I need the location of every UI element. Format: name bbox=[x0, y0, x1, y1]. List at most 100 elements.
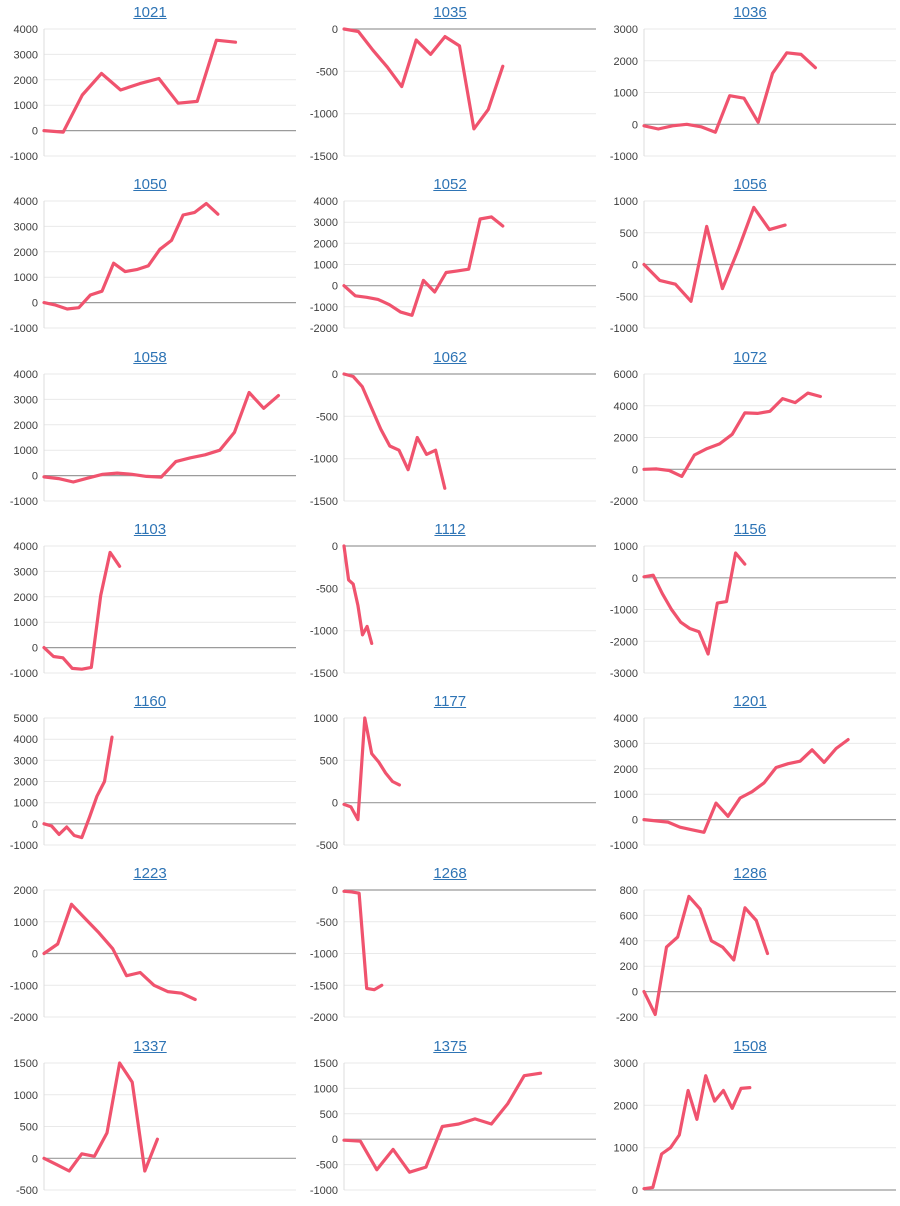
y-tick-label: 0 bbox=[32, 470, 38, 482]
y-tick-label: 3000 bbox=[14, 49, 38, 61]
chart-title-link[interactable]: 1036 bbox=[733, 4, 767, 21]
y-tick-label: 500 bbox=[320, 1109, 338, 1121]
line-chart: 6000 4000 2000 0 -2000 bbox=[610, 369, 896, 508]
chart-cell: 1058 4000 3000 2000 1000 0 -1000 bbox=[0, 345, 300, 517]
y-tick-label: -2000 bbox=[10, 1012, 38, 1024]
chart-title-link[interactable]: 1103 bbox=[133, 520, 167, 538]
chart-cell: 1177 1000 500 0 -500 bbox=[300, 689, 600, 861]
chart-title-link[interactable]: 1021 bbox=[133, 4, 167, 21]
y-tick-label: 0 bbox=[632, 1185, 638, 1197]
chart-title-link[interactable]: 1072 bbox=[733, 348, 767, 366]
y-tick-label: 1000 bbox=[14, 272, 38, 284]
y-tick-label: 0 bbox=[32, 819, 38, 831]
y-tick-label: 1500 bbox=[314, 1058, 338, 1070]
y-tick-label: 400 bbox=[620, 936, 638, 948]
y-tick-label: -500 bbox=[316, 917, 338, 929]
y-tick-label: -1000 bbox=[10, 151, 38, 163]
y-tick-label: 4000 bbox=[14, 541, 38, 553]
y-tick-label: 3000 bbox=[14, 755, 38, 767]
y-tick-label: 0 bbox=[32, 642, 38, 654]
y-tick-label: 4000 bbox=[614, 713, 638, 725]
data-line bbox=[42, 903, 197, 1002]
y-tick-label: 6000 bbox=[614, 369, 638, 381]
chart-title-link[interactable]: 1056 bbox=[733, 176, 767, 194]
line-chart: 1000 500 0 -500 -1000 bbox=[610, 196, 896, 335]
data-line bbox=[42, 550, 122, 671]
chart-title-link[interactable]: 1156 bbox=[733, 520, 767, 538]
y-tick-label: 0 bbox=[632, 260, 638, 272]
chart-title-link[interactable]: 1286 bbox=[733, 865, 767, 883]
chart-cell: 1223 2000 1000 0 -1000 -2000 bbox=[0, 861, 300, 1033]
chart-cell: 1286 800 600 400 200 0 -200 bbox=[600, 861, 900, 1033]
line-chart: 4000 3000 2000 1000 0 -1000 bbox=[10, 369, 296, 508]
y-tick-label: -200 bbox=[616, 1012, 638, 1024]
y-tick-label: 2000 bbox=[14, 592, 38, 604]
y-tick-label: 0 bbox=[32, 949, 38, 961]
y-tick-label: 0 bbox=[32, 298, 38, 310]
y-tick-label: 0 bbox=[632, 464, 638, 476]
y-tick-label: -1500 bbox=[310, 668, 338, 680]
data-line bbox=[342, 716, 402, 822]
y-tick-label: 0 bbox=[632, 573, 638, 585]
y-tick-label: 4000 bbox=[14, 369, 38, 381]
data-line bbox=[42, 38, 238, 134]
y-tick-label: -500 bbox=[316, 840, 338, 852]
chart-title-link[interactable]: 1201 bbox=[733, 693, 767, 711]
y-tick-label: 2000 bbox=[614, 1100, 638, 1112]
y-tick-label: -1000 bbox=[310, 626, 338, 638]
chart-cell: 1056 1000 500 0 -500 -1000 bbox=[600, 172, 900, 344]
chart-title-link[interactable]: 1035 bbox=[433, 4, 467, 21]
line-chart: 5000 4000 3000 2000 1000 0 -1000 bbox=[10, 713, 296, 852]
data-line bbox=[642, 51, 817, 134]
chart-cell: 1112 0 -500 -1000 -1500 bbox=[300, 517, 600, 689]
chart-title-link[interactable]: 1337 bbox=[133, 1037, 167, 1055]
chart-cell: 1050 4000 3000 2000 1000 0 -1000 bbox=[0, 172, 300, 344]
y-tick-label: -1000 bbox=[610, 604, 638, 616]
chart-title-link[interactable]: 1050 bbox=[133, 176, 167, 194]
chart-title-link[interactable]: 1268 bbox=[433, 865, 467, 883]
chart-title-link[interactable]: 1508 bbox=[733, 1037, 767, 1055]
y-tick-label: -500 bbox=[16, 1185, 38, 1197]
y-tick-label: 0 bbox=[632, 119, 638, 131]
chart-title-link[interactable]: 1052 bbox=[433, 176, 467, 194]
line-chart: 1000 0 -1000 -2000 -3000 bbox=[610, 541, 896, 680]
y-tick-label: 500 bbox=[620, 228, 638, 240]
y-tick-label: 1000 bbox=[614, 541, 638, 553]
y-tick-label: -1000 bbox=[10, 323, 38, 335]
y-tick-label: 2000 bbox=[314, 239, 338, 251]
y-tick-label: 0 bbox=[332, 798, 338, 810]
y-tick-label: -500 bbox=[316, 583, 338, 595]
chart-title-link[interactable]: 1375 bbox=[433, 1037, 467, 1055]
y-tick-label: 0 bbox=[32, 126, 38, 138]
data-line bbox=[342, 27, 505, 131]
chart-cell: 1375 1500 1000 500 0 -500 -1000 bbox=[300, 1034, 600, 1206]
data-line bbox=[642, 738, 850, 835]
y-tick-label: 0 bbox=[32, 1153, 38, 1165]
chart-title-link[interactable]: 1058 bbox=[133, 348, 167, 366]
y-tick-label: -500 bbox=[316, 66, 338, 78]
y-tick-label: -500 bbox=[316, 1159, 338, 1171]
y-tick-label: 1000 bbox=[614, 1142, 638, 1154]
y-tick-label: 3000 bbox=[614, 1058, 638, 1070]
y-tick-label: 1000 bbox=[614, 789, 638, 801]
y-tick-label: -1000 bbox=[610, 151, 638, 163]
line-chart: 0 -500 -1000 -1500 -2000 bbox=[310, 885, 596, 1024]
y-tick-label: -1000 bbox=[10, 981, 38, 993]
line-chart: 1500 1000 500 0 -500 -1000 bbox=[310, 1058, 596, 1197]
y-tick-label: 1000 bbox=[314, 1083, 338, 1095]
chart-title-link[interactable]: 1062 bbox=[433, 348, 467, 366]
data-line bbox=[642, 391, 822, 478]
chart-title-link[interactable]: 1223 bbox=[133, 865, 167, 883]
chart-title-link[interactable]: 1112 bbox=[434, 520, 466, 538]
chart-title-link[interactable]: 1160 bbox=[133, 693, 167, 711]
chart-title-link[interactable]: 1177 bbox=[433, 693, 467, 711]
y-tick-label: 1000 bbox=[14, 617, 38, 629]
y-tick-label: -500 bbox=[616, 292, 638, 304]
line-chart: 1500 1000 500 0 -500 bbox=[14, 1058, 296, 1197]
y-tick-label: 2000 bbox=[14, 419, 38, 431]
line-chart: 4000 3000 2000 1000 0 -1000 bbox=[10, 541, 296, 680]
data-line bbox=[342, 1071, 543, 1174]
y-tick-label: -2000 bbox=[310, 1012, 338, 1024]
chart-cell: 1062 0 -500 -1000 -1500 bbox=[300, 345, 600, 517]
data-line bbox=[642, 551, 747, 656]
